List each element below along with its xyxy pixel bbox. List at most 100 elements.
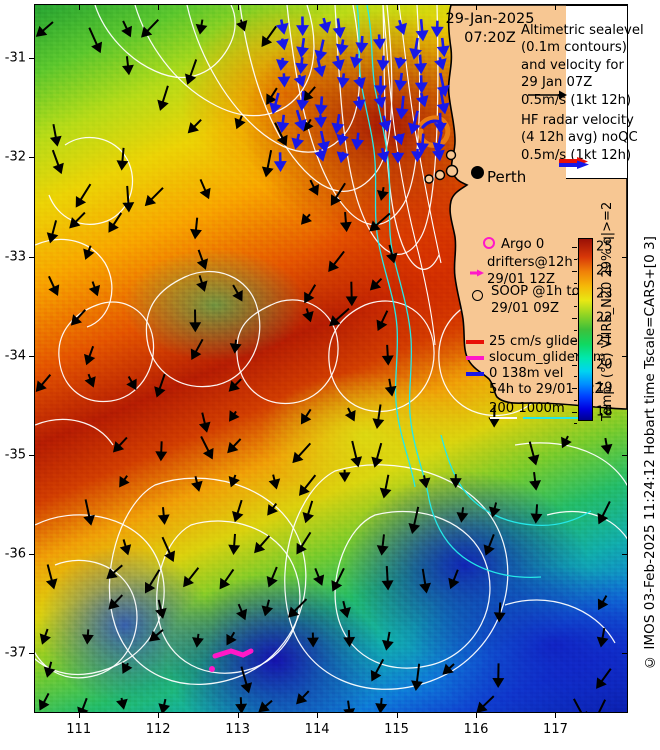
velocity-arrow	[106, 564, 123, 580]
x-tick-label: 116	[463, 722, 489, 737]
velocity-arrow	[434, 56, 447, 71]
velocity-arrow	[369, 212, 391, 232]
colorbar-minor-tick	[574, 376, 577, 378]
velocity-arrow	[371, 442, 383, 468]
velocity-arrow	[331, 55, 345, 72]
velocity-arrow	[381, 344, 394, 366]
velocity-arrow	[157, 85, 169, 111]
altimetry-legend-line4: 29 Jan 07Z	[521, 75, 593, 91]
velocity-arrow	[276, 57, 289, 71]
velocity-arrow	[376, 55, 390, 72]
velocity-arrow	[329, 307, 350, 327]
velocity-arrow	[277, 73, 291, 88]
velocity-arrow	[339, 600, 351, 619]
velocity-arrow	[449, 474, 462, 489]
velocity-arrow	[304, 284, 317, 304]
axis-right	[627, 5, 628, 713]
velocity-arrow	[344, 407, 356, 422]
red-blue-arrow-right-icon	[558, 155, 592, 174]
velocity-arrow	[112, 436, 128, 453]
x-tick-top	[237, 5, 239, 10]
velocity-arrow	[293, 74, 307, 88]
velocity-arrow	[328, 250, 345, 272]
velocity-arrow	[381, 566, 394, 591]
velocity-arrow	[600, 437, 613, 455]
x-tick	[78, 713, 80, 718]
velocity-arrow	[336, 133, 349, 146]
y-tick-right	[622, 553, 627, 555]
velocity-arrow	[561, 435, 572, 449]
velocity-arrow	[276, 114, 290, 134]
colorbar-tick	[572, 411, 577, 413]
velocity-arrow	[236, 19, 248, 32]
velocity-arrow	[157, 507, 170, 525]
velocity-arrow	[493, 602, 506, 623]
y-tick-right	[622, 454, 627, 456]
velocity-arrow	[108, 212, 123, 233]
velocity-arrow	[219, 568, 235, 590]
velocity-arrow	[597, 500, 611, 525]
velocity-arrow	[254, 535, 271, 554]
velocity-arrow	[235, 697, 248, 712]
velocity-arrow	[317, 130, 330, 153]
velocity-arrow	[355, 35, 369, 54]
velocity-arrow	[266, 87, 278, 105]
colorbar-tick-label: 21	[596, 333, 613, 349]
x-tick-label: 114	[304, 722, 330, 737]
altimetry-legend-line1: Altimetric sealevel	[521, 23, 644, 38]
velocity-arrow	[488, 502, 501, 518]
colorbar-tick-label: 18	[596, 404, 613, 420]
colorbar-minor-tick	[574, 329, 577, 331]
velocity-arrow	[376, 147, 390, 163]
velocity-arrow	[314, 115, 328, 129]
velocity-arrow	[187, 119, 202, 134]
soop-legend-line1: SOOP @1h to	[491, 284, 580, 299]
velocity-arrow	[430, 20, 444, 38]
depth-legend-label: 200 1000m	[489, 401, 565, 416]
velocity-arrow	[269, 92, 282, 115]
velocity-arrow	[35, 21, 54, 37]
colorbar-tick	[572, 270, 577, 272]
x-tick	[237, 713, 239, 718]
velocity-arrow	[483, 534, 495, 556]
velocity-arrow	[391, 151, 405, 164]
y-tick	[29, 58, 34, 60]
velocity-arrow	[373, 94, 387, 109]
velocity-arrow	[350, 53, 363, 69]
velocity-arrow	[436, 91, 450, 115]
black-arrow-right-icon	[528, 86, 568, 105]
velocity-arrow	[48, 275, 60, 296]
velocity-arrow	[155, 599, 167, 619]
velocity-arrow	[229, 339, 242, 354]
velocity-arrow	[302, 308, 314, 323]
velocity-arrow	[155, 441, 168, 462]
colorbar-tick	[572, 317, 577, 319]
velocity-arrow	[313, 57, 327, 78]
velocity-arrow	[122, 185, 135, 213]
y-tick	[29, 652, 34, 654]
velocity-arrow	[394, 72, 408, 92]
velocity-arrow	[408, 506, 421, 535]
velocity-arrow	[527, 441, 540, 466]
velocity-arrow	[296, 38, 309, 58]
velocity-arrow	[291, 133, 305, 150]
x-tick	[317, 713, 319, 718]
velocity-arrow	[226, 631, 237, 646]
velocity-arrow	[116, 697, 128, 710]
slocum-glider-track	[209, 648, 254, 672]
velocity-arrow	[190, 217, 202, 240]
velocity-arrow	[292, 442, 312, 464]
x-tick-label: 111	[66, 722, 92, 737]
x-tick-label: 112	[145, 722, 171, 737]
velocity-arrow	[596, 627, 609, 648]
velocity-arrow	[530, 504, 543, 524]
title-date: 29-Jan-2025	[445, 11, 535, 27]
velocity-arrow	[196, 275, 208, 292]
velocity-arrow	[228, 474, 240, 488]
velocity-arrow	[141, 19, 160, 38]
velocity-arrow	[276, 38, 289, 51]
velocity-arrow	[300, 213, 312, 225]
velocity-arrow	[294, 109, 307, 132]
colorbar-minor-tick	[574, 282, 577, 284]
velocity-arrow	[261, 25, 277, 48]
